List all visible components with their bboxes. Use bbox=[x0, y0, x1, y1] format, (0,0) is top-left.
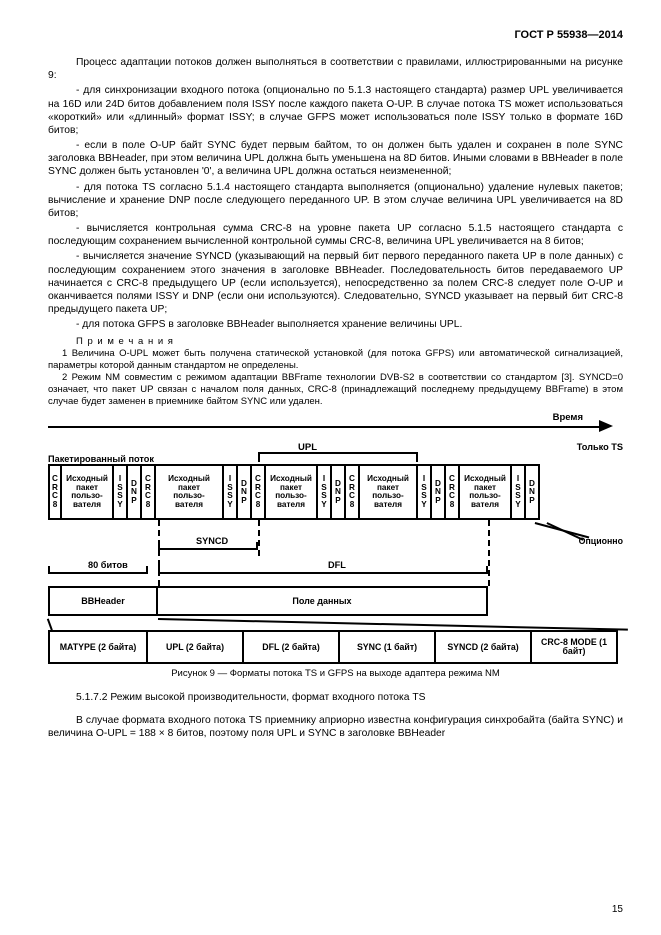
dfl-label: DFL bbox=[328, 560, 346, 572]
dnp-cell: D N P bbox=[526, 464, 540, 520]
crc8-cell: C R C 8 bbox=[346, 464, 360, 520]
final-para: В случае формата входного потока TS прие… bbox=[48, 714, 623, 740]
list-item: - для потока GFPS в заголовке BBHeader в… bbox=[48, 318, 623, 331]
note: 2 Режим NM совместим с режимом адаптации… bbox=[48, 372, 623, 408]
issy-cell: I S S Y bbox=[114, 464, 128, 520]
bits80-label: 80 битов bbox=[88, 560, 128, 572]
dfl-cell: DFL (2 байта) bbox=[244, 630, 340, 664]
issy-cell: I S S Y bbox=[224, 464, 238, 520]
issy-cell: I S S Y bbox=[512, 464, 526, 520]
figure-caption: Рисунок 9 — Форматы потока TS и GFPS на … bbox=[48, 668, 623, 680]
issy-cell: I S S Y bbox=[418, 464, 432, 520]
list-item: - вычисляется контрольная сумма CRC-8 на… bbox=[48, 222, 623, 248]
user-packet-cell: Исходный пакет пользо- вателя bbox=[266, 464, 318, 520]
bbframe-bar: BBHeader Поле данных bbox=[48, 586, 488, 616]
dnp-cell: D N P bbox=[432, 464, 446, 520]
bbheader-table: MATYPE (2 байта) UPL (2 байта) DFL (2 ба… bbox=[48, 630, 618, 664]
dnp-cell: D N P bbox=[128, 464, 142, 520]
stream-diagram: Пакетированный поток UPL Только TS C R C… bbox=[48, 440, 623, 650]
datafield-cell: Поле данных bbox=[158, 586, 488, 616]
bbheader-cell: BBHeader bbox=[48, 586, 158, 616]
syncd-label: SYNCD bbox=[196, 536, 228, 548]
optional-label: Опционно bbox=[579, 536, 623, 547]
time-label: Время bbox=[553, 412, 583, 424]
user-packet-cell: Исходный пакет пользо- вателя bbox=[460, 464, 512, 520]
issy-cell: I S S Y bbox=[318, 464, 332, 520]
list-item: - для потока TS согласно 5.1.4 настоящег… bbox=[48, 181, 623, 221]
user-packet-cell: Исходный пакет пользо- вателя bbox=[360, 464, 418, 520]
section-title: 5.1.7.2 Режим высокой производительности… bbox=[48, 691, 623, 704]
dnp-cell: D N P bbox=[332, 464, 346, 520]
list-item: - если в поле O-UP байт SYNC будет первы… bbox=[48, 139, 623, 179]
dnp-cell: D N P bbox=[238, 464, 252, 520]
list-item: - вычисляется значение SYNCD (указывающи… bbox=[48, 250, 623, 316]
crc8-cell: C R C 8 bbox=[446, 464, 460, 520]
list-item: - для синхронизации входного потока (опц… bbox=[48, 84, 623, 137]
sync-cell: SYNC (1 байт) bbox=[340, 630, 436, 664]
time-arrow: Время bbox=[48, 418, 623, 440]
packet-cells: C R C 8 Исходный пакет пользо- вателя I … bbox=[48, 464, 623, 520]
matype-cell: MATYPE (2 байта) bbox=[48, 630, 148, 664]
page-header: ГОСТ Р 55938—2014 bbox=[48, 28, 623, 42]
note: 1 Величина O-UPL может быть получена ста… bbox=[48, 348, 623, 372]
crc8-cell: C R C 8 bbox=[142, 464, 156, 520]
crc8mode-cell: CRC-8 MODE (1 байт) bbox=[532, 630, 618, 664]
syncd-cell: SYNCD (2 байта) bbox=[436, 630, 532, 664]
crc8-cell: C R C 8 bbox=[252, 464, 266, 520]
user-packet-cell: Исходный пакет пользо- вателя bbox=[62, 464, 114, 520]
user-packet-cell: Исходный пакет пользо- вателя bbox=[156, 464, 224, 520]
only-ts-label: Только TS bbox=[577, 442, 623, 454]
intro-para: Процесс адаптации потоков должен выполня… bbox=[48, 56, 623, 82]
crc8-cell: C R C 8 bbox=[48, 464, 62, 520]
upl-cell: UPL (2 байта) bbox=[148, 630, 244, 664]
page-number: 15 bbox=[612, 904, 623, 917]
notes-heading: П р и м е ч а н и я bbox=[48, 336, 623, 348]
